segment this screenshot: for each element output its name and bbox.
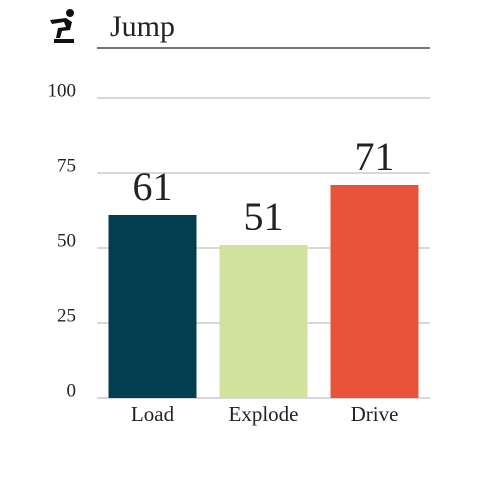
bar	[330, 185, 419, 398]
chart-title: Jump	[110, 10, 175, 43]
y-tick-label: 100	[48, 80, 77, 101]
x-tick-label: Load	[131, 402, 175, 426]
value-label: 61	[133, 164, 173, 209]
jump-icon	[50, 9, 74, 43]
bar	[108, 215, 197, 398]
y-tick-label: 75	[57, 155, 76, 176]
value-label: 51	[244, 194, 284, 239]
y-tick-label: 0	[67, 380, 77, 401]
bar	[219, 245, 308, 398]
y-tick-label: 25	[57, 305, 76, 326]
y-tick-label: 50	[57, 230, 76, 251]
value-label: 71	[355, 134, 395, 179]
x-tick-label: Explode	[229, 402, 299, 426]
x-tick-label: Drive	[351, 402, 399, 426]
